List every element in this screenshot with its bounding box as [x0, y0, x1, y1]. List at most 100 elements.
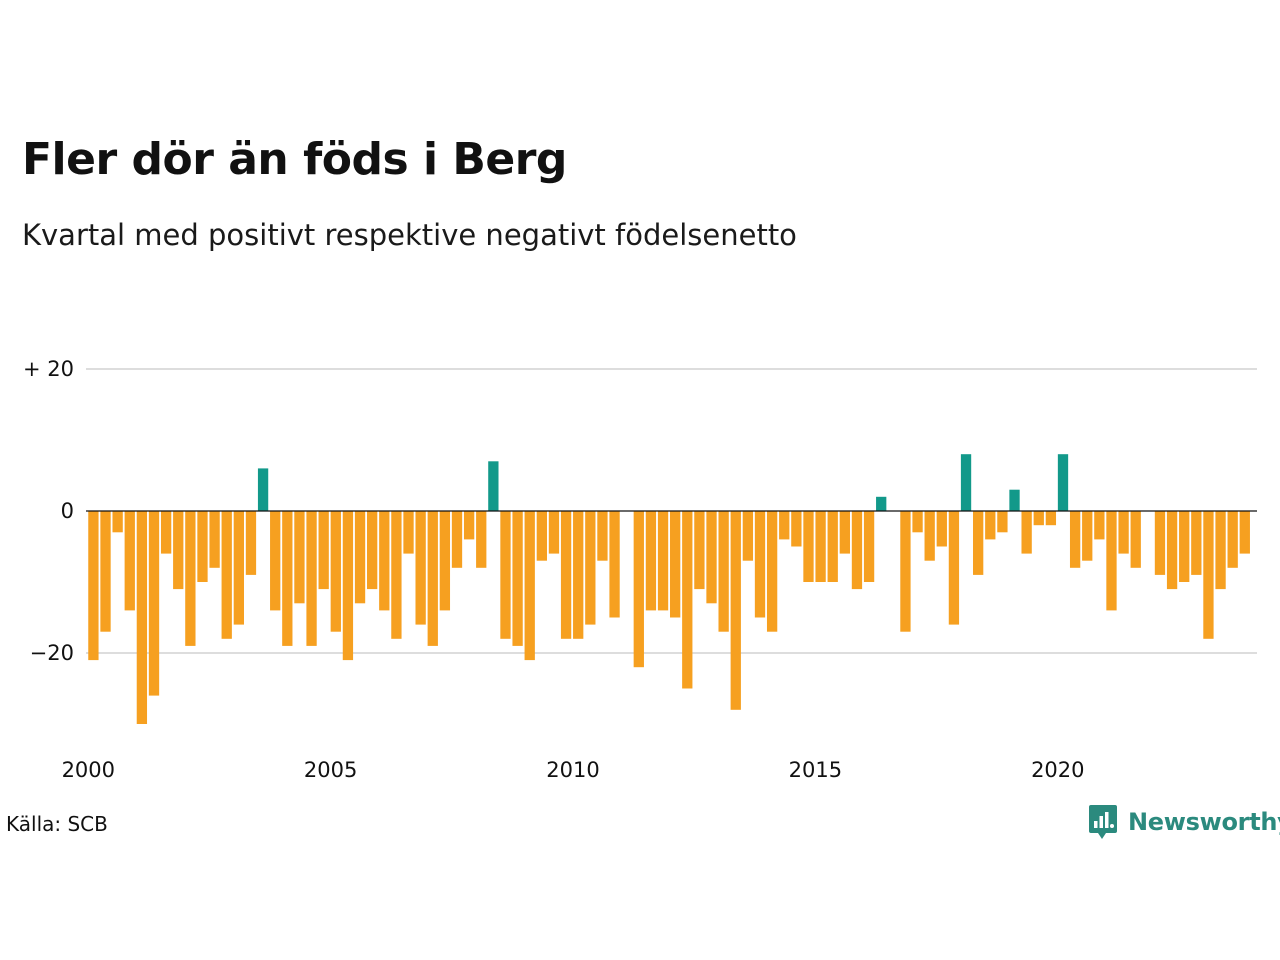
- y-tick-label: −20: [30, 641, 74, 665]
- bar-negative: [1191, 511, 1202, 575]
- bar-negative: [827, 511, 838, 582]
- bar-layer: [88, 454, 1250, 724]
- bar-negative: [1130, 511, 1141, 568]
- bar-negative: [973, 511, 984, 575]
- bar-negative: [1082, 511, 1093, 561]
- bar-negative: [742, 511, 754, 561]
- bar-negative: [803, 511, 814, 582]
- bar-negative: [1045, 511, 1057, 526]
- chart-title: Fler dör än föds i Berg: [22, 134, 567, 185]
- bar-negative: [609, 511, 620, 618]
- bar-negative: [197, 511, 208, 582]
- bar-negative: [391, 511, 402, 639]
- bar-negative: [573, 511, 584, 639]
- source-note: Källa: SCB: [6, 812, 108, 836]
- bar-negative: [233, 511, 244, 625]
- axis-layer: + 20 0 −20 2000 2005 2010 2015 2020: [23, 357, 1257, 782]
- bar-negative: [597, 511, 608, 561]
- bar-positive: [488, 461, 499, 511]
- bar-negative: [136, 511, 148, 724]
- bar-negative: [209, 511, 220, 568]
- bar-negative: [342, 511, 354, 661]
- bar-negative: [536, 511, 547, 561]
- bar-negative: [270, 511, 281, 611]
- bar-negative: [645, 511, 657, 611]
- bar-negative: [766, 511, 778, 632]
- bar-negative: [1118, 511, 1129, 554]
- bar-negative: [1154, 511, 1166, 575]
- bar-negative: [900, 511, 911, 632]
- bar-negative: [124, 511, 135, 611]
- y-tick-label: + 20: [23, 357, 74, 381]
- bar-positive: [1009, 489, 1020, 511]
- bar-negative: [148, 511, 160, 696]
- bar-negative: [160, 511, 172, 554]
- bar-negative: [245, 511, 257, 575]
- bar-negative: [100, 511, 111, 632]
- bar-negative: [294, 511, 305, 604]
- bar-positive: [257, 468, 269, 511]
- bar-negative: [173, 511, 184, 590]
- bar-negative: [548, 511, 560, 554]
- bar-negative: [306, 511, 317, 646]
- bar-negative: [730, 511, 741, 710]
- x-tick-label: 2015: [789, 758, 842, 782]
- bar-negative: [512, 511, 523, 646]
- bar-negative: [779, 511, 790, 540]
- bar-negative: [524, 511, 535, 661]
- bar-negative: [451, 511, 463, 568]
- bar-negative: [1166, 511, 1178, 590]
- bar-negative: [997, 511, 1008, 533]
- bar-negative: [815, 511, 826, 582]
- bar-negative: [1033, 511, 1044, 526]
- x-tick-label: 2020: [1031, 758, 1084, 782]
- bar-negative: [948, 511, 960, 625]
- bar-negative: [403, 511, 414, 554]
- bar-negative: [657, 511, 669, 611]
- bar-negative: [633, 511, 644, 668]
- chart-subtitle: Kvartal med positivt respektive negativt…: [22, 218, 797, 252]
- bar-positive: [876, 496, 887, 511]
- bar-negative: [427, 511, 438, 646]
- bar-negative: [500, 511, 511, 639]
- bar-negative: [1239, 511, 1250, 554]
- bar-negative: [88, 511, 99, 661]
- x-tick-label: 2010: [546, 758, 599, 782]
- bar-positive: [960, 454, 972, 511]
- bar-negative: [330, 511, 341, 632]
- bar-negative: [1021, 511, 1032, 554]
- bar-negative: [1069, 511, 1081, 568]
- bar-negative: [1106, 511, 1117, 611]
- bar-negative: [851, 511, 863, 590]
- bar-negative: [439, 511, 451, 611]
- bar-negative: [985, 511, 996, 540]
- bar-negative: [924, 511, 935, 561]
- bar-negative: [354, 511, 366, 604]
- bar-negative: [863, 511, 875, 582]
- bar-negative: [718, 511, 729, 632]
- bar-negative: [379, 511, 390, 611]
- bar-negative: [112, 511, 123, 533]
- grid-layer: [86, 368, 1257, 654]
- bar-negative: [318, 511, 329, 590]
- bar-negative: [682, 511, 693, 689]
- bar-negative: [791, 511, 802, 547]
- bar-negative: [670, 511, 681, 618]
- newsworthy-chart-bubble-icon: [1089, 805, 1117, 839]
- bar-negative: [936, 511, 947, 547]
- brand-name: Newsworthy: [1128, 808, 1280, 836]
- bar-negative: [1215, 511, 1226, 590]
- bar-negative: [476, 511, 487, 568]
- bar-positive: [1057, 454, 1069, 511]
- bar-negative: [560, 511, 572, 639]
- bar-negative: [912, 511, 923, 533]
- bar-negative: [367, 511, 378, 590]
- bar-negative: [1227, 511, 1238, 568]
- bar-negative: [585, 511, 596, 625]
- bar-chart: + 20 0 −20 2000 2005 2010 2015 2020: [23, 357, 1257, 782]
- brand-logo[interactable]: Newsworthy: [1088, 804, 1280, 840]
- bar-negative: [839, 511, 850, 554]
- bar-negative: [1203, 511, 1214, 639]
- y-tick-label: 0: [61, 499, 74, 523]
- bar-negative: [754, 511, 766, 618]
